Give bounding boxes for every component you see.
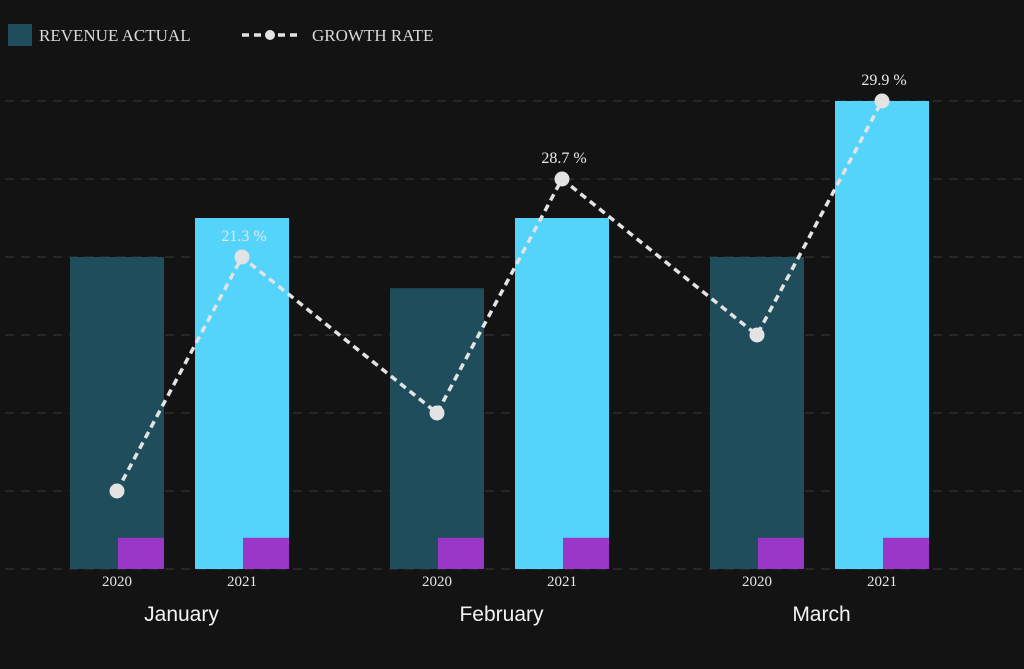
- bar-marker-march-2020: [758, 537, 804, 569]
- bar-marker-january-2021: [243, 537, 289, 569]
- tick-label-month: March: [792, 603, 850, 626]
- bar-march-2021: [835, 101, 929, 569]
- tick-label-year: 2021: [227, 574, 257, 590]
- bar-january-2020: [70, 257, 164, 569]
- growth-rate-point: [429, 405, 445, 421]
- growth-rate-point: [874, 93, 890, 109]
- bar-march-2020: [710, 257, 804, 569]
- tick-label-year: 2020: [102, 574, 132, 590]
- bar-marker-march-2021: [883, 537, 929, 569]
- legend-revenue-label: REVENUE ACTUAL: [39, 26, 191, 45]
- growth-rate-label: 21.3 %: [221, 228, 266, 245]
- bar-marker-february-2020: [438, 537, 484, 569]
- bar-january-2021: [195, 218, 289, 569]
- growth-line: 21.3 % 28.7 % 29.9 %: [109, 72, 907, 499]
- bar-february-2020: [390, 288, 484, 569]
- tick-label-year: 2021: [547, 574, 577, 590]
- tick-label-month: February: [459, 603, 544, 626]
- growth-rate-point: [234, 249, 250, 265]
- growth-rate-point: [109, 483, 125, 499]
- growth-rate-point: [554, 171, 570, 187]
- legend-growth-label: GROWTH RATE: [312, 26, 433, 45]
- tick-label-year: 2020: [742, 574, 772, 590]
- legend-revenue-swatch: [8, 24, 32, 46]
- growth-rate-point: [749, 327, 765, 343]
- tick-label-year: 2020: [422, 574, 452, 590]
- legend-growth-dot-icon: [265, 30, 275, 40]
- tick-label-month: January: [144, 603, 219, 626]
- legend: REVENUE ACTUAL GROWTH RATE: [8, 24, 433, 46]
- bar-marker-january-2020: [118, 537, 164, 569]
- tick-label-year: 2021: [867, 574, 897, 590]
- bar-marker-february-2021: [563, 537, 609, 569]
- growth-rate-label: 29.9 %: [861, 72, 906, 89]
- growth-rate-line: [115, 100, 884, 492]
- growth-rate-label: 28.7 %: [541, 150, 586, 167]
- bars: [70, 101, 929, 569]
- bar-february-2021: [515, 218, 609, 569]
